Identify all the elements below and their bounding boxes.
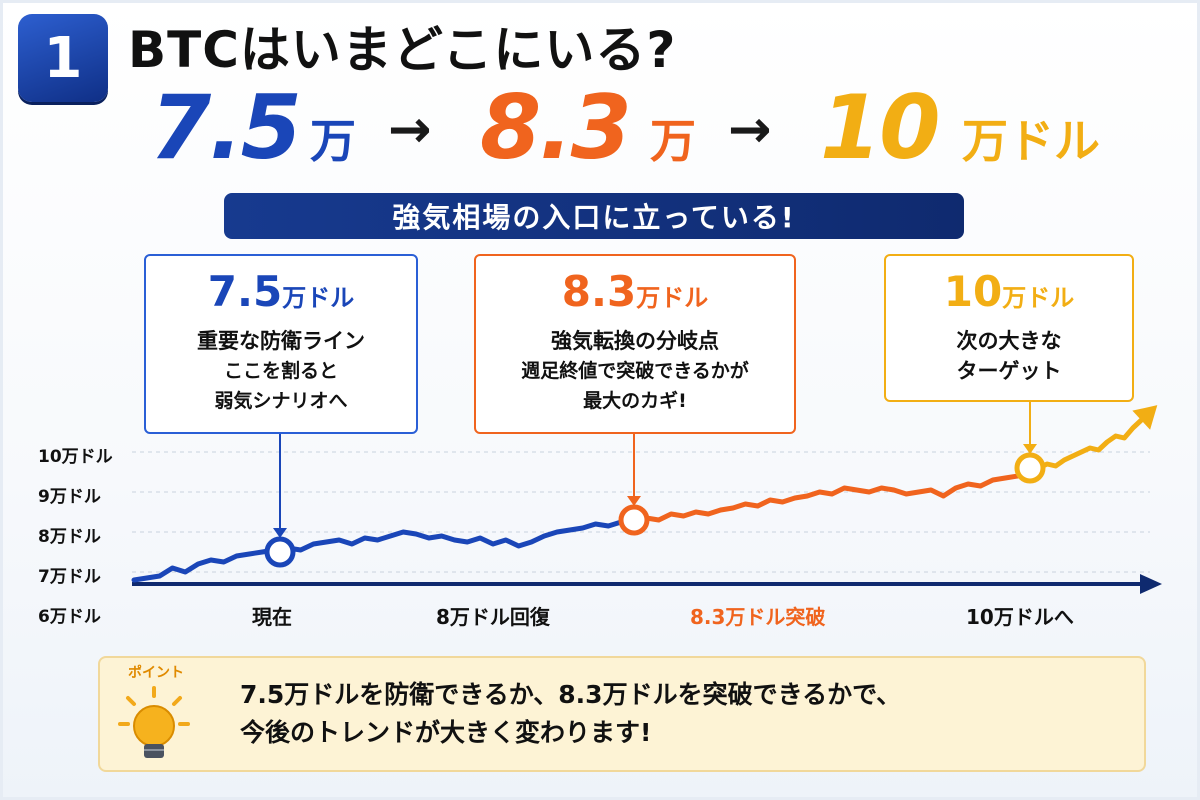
callout-sub-text: 最大のカギ!: [583, 390, 687, 412]
callout-main-text: 強気転換の分岐点: [551, 329, 719, 353]
callout-sub-text: ターゲット: [956, 359, 1062, 383]
point-text-line: 今後のトレンドが大きく変わります!: [240, 718, 652, 747]
x-label: 10万ドルへ: [966, 605, 1074, 629]
x-axis-arrowhead: [1140, 574, 1162, 594]
callout-price: 8.3万ドル: [561, 267, 709, 316]
leader-arrowhead: [273, 528, 287, 538]
arrow-right-icon: →: [388, 100, 432, 160]
y-tick-label: 8万ドル: [38, 527, 101, 547]
series-line: [631, 469, 1033, 523]
callout-sub-text: 週足終値で突破できるかが: [521, 360, 749, 382]
callout-main-text: 重要な防衛ライン: [197, 329, 365, 353]
price-headline: 7.5 万 → 8.3 万 → 10 万ドル: [150, 78, 1170, 188]
series-line: [1027, 409, 1153, 475]
price-marker: [618, 504, 650, 536]
point-label: ポイント: [128, 665, 184, 681]
y-tick-label: 9万ドル: [38, 487, 101, 507]
callout-sub-text: ここを割ると: [223, 360, 338, 382]
y-tick-label: 10万ドル: [38, 447, 113, 467]
callout-price: 10万ドル: [943, 267, 1075, 316]
price-marker: [1014, 452, 1046, 484]
point-text-line: 7.5万ドルを防衛できるか、8.3万ドルを突破できるかで、: [240, 680, 902, 709]
leader-arrowhead: [1023, 444, 1037, 454]
callout-sub-text: 弱気シナリオへ: [214, 390, 348, 412]
trend-arrowhead: [1132, 405, 1158, 430]
series-line: [131, 517, 637, 583]
headline-unit-3: 万ドル: [962, 114, 1100, 168]
callout-main-text: 次の大きな: [956, 329, 1062, 353]
headline-price-1: 7.5: [150, 76, 302, 179]
headline-unit-1: 万: [310, 114, 356, 168]
x-label: 現在: [252, 605, 292, 629]
callout-target: 10万ドル 次の大きな ターゲット: [884, 254, 1134, 402]
y-tick-label: 6万ドル: [38, 607, 101, 627]
headline-banner: 強気相場の入口に立っている!: [224, 193, 964, 239]
point-text: 7.5万ドルを防衛できるか、8.3万ドルを突破できるかで、 今後のトレンドが大き…: [240, 676, 901, 752]
x-label: 8万ドル回復: [436, 605, 550, 629]
price-marker: [264, 536, 296, 568]
arrow-right-icon: →: [728, 100, 772, 160]
point-box: [98, 656, 1146, 772]
headline-price-3: 10: [820, 76, 940, 179]
page-title: BTCはいまどこにいる?: [128, 21, 677, 79]
callout-support: 7.5万ドル 重要な防衛ライン ここを割ると 弱気シナリオへ: [144, 254, 418, 434]
step-number-badge: 1: [18, 14, 108, 102]
callout-price: 7.5万ドル: [207, 267, 355, 316]
callout-breakout: 8.3万ドル 強気転換の分岐点 週足終値で突破できるかが 最大のカギ!: [474, 254, 796, 434]
lightbulb-icon: [118, 686, 190, 758]
x-label: 8.3万ドル突破: [690, 605, 826, 629]
leader-arrowhead: [627, 496, 641, 506]
headline-unit-2: 万: [650, 114, 696, 168]
headline-price-2: 8.3: [480, 76, 632, 179]
y-tick-label: 7万ドル: [38, 567, 101, 587]
